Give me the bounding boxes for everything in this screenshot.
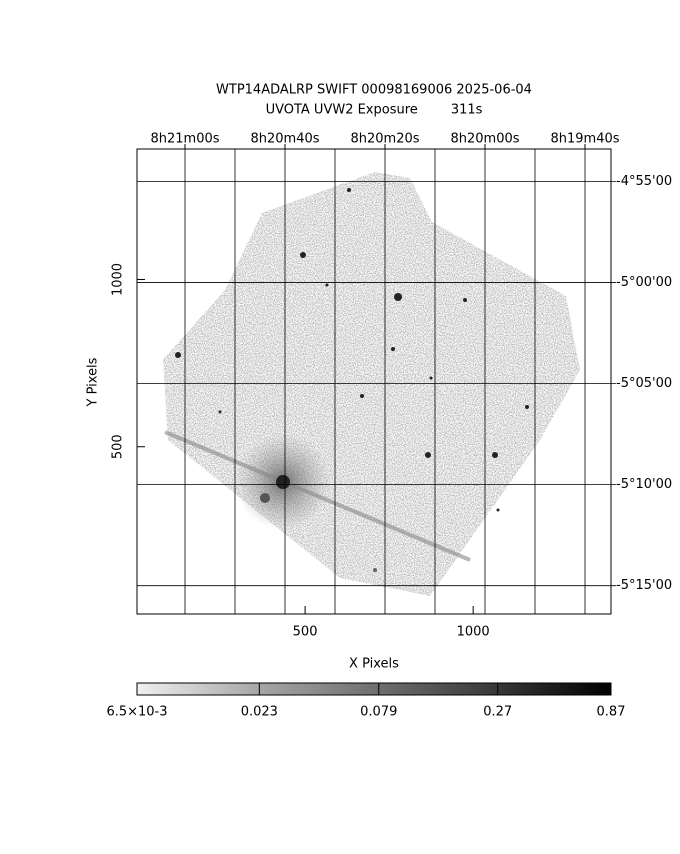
subtitle: UVOTA UVW2 Exposure 311s (266, 103, 483, 118)
ra-tick-label: 8h21m00s (150, 132, 219, 147)
ra-tick-label: 8h20m00s (450, 132, 519, 147)
dec-tick-label: -5°15'00 (616, 578, 672, 593)
sources (175, 188, 529, 572)
x-tick-label: 1000 (457, 625, 490, 640)
x-axis-label: X Pixels (349, 657, 399, 672)
ra-tick-label: 8h19m40s (550, 132, 619, 147)
ra-tick-label: 8h20m20s (350, 132, 419, 147)
colorbar-tick-label: 0.87 (597, 705, 626, 720)
ra-tick-label: 8h20m40s (250, 132, 319, 147)
y-tick-label: 500 (111, 434, 126, 459)
colorbar-tick-label: 0.079 (360, 705, 397, 720)
x-tick-label: 500 (293, 625, 318, 640)
colorbar-tick-label: 0.023 (241, 705, 278, 720)
y-tick-label: 1000 (111, 263, 126, 296)
title: WTP14ADALRP SWIFT 00098169006 2025-06-04 (216, 83, 532, 98)
dec-tick-label: -4°55'00 (616, 174, 672, 189)
plot-frame (136, 148, 612, 615)
footprint-tint (163, 172, 580, 596)
colorbar-tick-label: 6.5×10-3 (106, 705, 167, 720)
y-axis-label: Y Pixels (86, 357, 101, 407)
dec-tick-label: -5°00'00 (616, 275, 672, 290)
colorbar (136, 682, 612, 696)
readout-streak (164, 430, 471, 562)
colorbar-tick-label: 0.27 (483, 705, 512, 720)
sky-image (163, 172, 580, 596)
dec-tick-label: -5°05'00 (616, 376, 672, 391)
dec-tick-label: -5°10'00 (616, 477, 672, 492)
